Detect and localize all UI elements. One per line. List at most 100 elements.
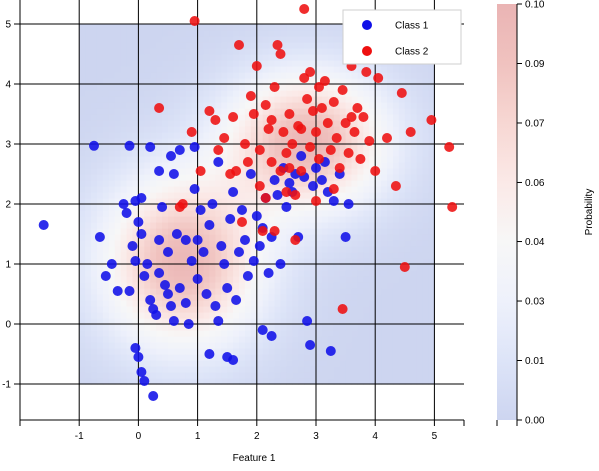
density-cell [256,348,264,355]
density-cell [387,66,394,73]
density-cell [215,108,222,115]
density-cell [369,132,376,139]
density-cell [387,168,394,175]
density-cell [321,198,329,205]
density-cell [404,276,412,283]
density-cell [387,174,394,181]
density-cell [215,330,222,337]
density-cell [244,348,252,355]
density-cell [156,336,163,343]
density-cell [256,252,264,259]
density-cell [416,318,424,325]
density-cell [298,186,305,193]
density-cell [221,192,228,199]
density-cell [120,102,128,109]
density-cell [327,378,335,385]
density-cell [404,282,412,289]
density-cell [132,168,139,175]
density-cell [120,144,128,151]
density-cell [357,246,364,253]
density-cell [375,288,382,295]
point-class-2 [405,127,416,137]
density-cell [197,138,205,145]
density-cell [79,312,86,319]
density-cell [79,252,86,259]
point-class-1 [210,301,221,311]
density-cell [79,78,86,85]
density-cell [280,216,287,223]
density-cell [191,360,199,367]
density-cell [398,168,406,175]
density-cell [85,378,92,385]
density-cell [398,372,406,379]
density-cell [292,258,299,265]
density-cell [233,102,240,109]
density-cell [280,240,287,247]
density-cell [286,306,293,313]
point-class-1 [145,142,156,152]
density-cell [428,264,435,271]
density-cell [108,138,116,145]
density-cell [250,150,258,157]
density-cell [85,234,92,241]
density-cell [351,156,359,163]
density-cell [221,270,228,277]
density-cell [292,222,299,229]
density-cell [96,258,104,265]
density-cell [321,270,329,277]
density-cell [233,336,240,343]
density-cell [262,66,270,73]
density-cell [292,198,299,205]
density-cell [286,276,293,283]
density-cell [392,102,400,109]
density-cell [91,360,98,367]
density-cell [144,324,151,331]
density-cell [387,312,394,319]
y-tick-label: 5 [5,20,11,31]
density-cell [398,84,406,91]
density-cell [209,342,216,349]
density-cell [144,120,151,127]
density-cell [102,228,110,235]
density-cell [422,228,430,235]
density-cell [96,336,104,343]
density-cell [369,126,376,133]
density-cell [91,222,98,229]
density-cell [387,342,394,349]
density-cell [102,120,110,127]
density-cell [126,174,134,181]
density-cell [185,276,193,283]
density-cell [262,360,270,367]
density-cell [102,54,110,61]
density-cell [120,192,128,199]
density-cell [351,276,359,283]
density-cell [79,174,86,181]
density-cell [256,318,264,325]
density-cell [292,102,299,109]
density-cell [310,192,317,199]
density-cell [298,210,305,217]
density-cell [404,270,412,277]
density-cell [327,354,335,361]
density-cell [85,246,92,253]
density-cell [150,162,157,169]
density-cell [316,204,323,211]
density-cell [79,282,86,289]
colorbar-tick-label: 0.07 [525,118,545,129]
density-cell [310,288,317,295]
density-cell [345,354,353,361]
point-class-1 [163,289,173,299]
density-cell [150,66,157,73]
density-cell [114,282,122,289]
density-cell [162,54,169,61]
density-cell [398,348,406,355]
density-cell [197,288,205,295]
density-cell [79,48,86,55]
density-cell [132,30,139,37]
density-cell [239,90,246,97]
density-cell [156,366,163,373]
density-cell [268,216,276,223]
density-cell [280,66,287,73]
density-cell [316,114,323,121]
density-cell [162,264,169,271]
